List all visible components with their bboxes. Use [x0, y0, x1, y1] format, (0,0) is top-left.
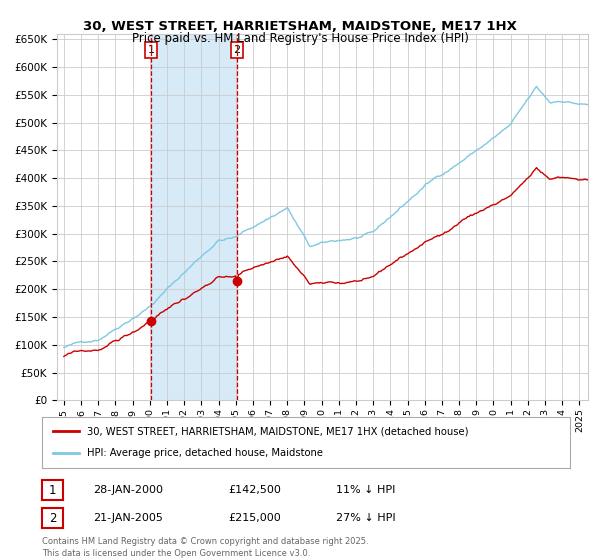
Text: 28-JAN-2000: 28-JAN-2000	[93, 485, 163, 495]
Text: 2: 2	[233, 45, 241, 55]
Text: 21-JAN-2005: 21-JAN-2005	[93, 513, 163, 523]
Text: 1: 1	[49, 483, 56, 497]
Bar	[151, 34, 237, 400]
Text: Contains HM Land Registry data © Crown copyright and database right 2025.
This d: Contains HM Land Registry data © Crown c…	[42, 537, 368, 558]
Text: 30, WEST STREET, HARRIETSHAM, MAIDSTONE, ME17 1HX: 30, WEST STREET, HARRIETSHAM, MAIDSTONE,…	[83, 20, 517, 32]
Text: 1: 1	[148, 45, 154, 55]
Text: 27% ↓ HPI: 27% ↓ HPI	[336, 513, 395, 523]
Text: £142,500: £142,500	[228, 485, 281, 495]
Text: 30, WEST STREET, HARRIETSHAM, MAIDSTONE, ME17 1HX (detached house): 30, WEST STREET, HARRIETSHAM, MAIDSTONE,…	[87, 426, 469, 436]
Text: 2: 2	[49, 511, 56, 525]
Text: 11% ↓ HPI: 11% ↓ HPI	[336, 485, 395, 495]
Text: £215,000: £215,000	[228, 513, 281, 523]
Text: Price paid vs. HM Land Registry's House Price Index (HPI): Price paid vs. HM Land Registry's House …	[131, 32, 469, 45]
Text: HPI: Average price, detached house, Maidstone: HPI: Average price, detached house, Maid…	[87, 449, 323, 459]
